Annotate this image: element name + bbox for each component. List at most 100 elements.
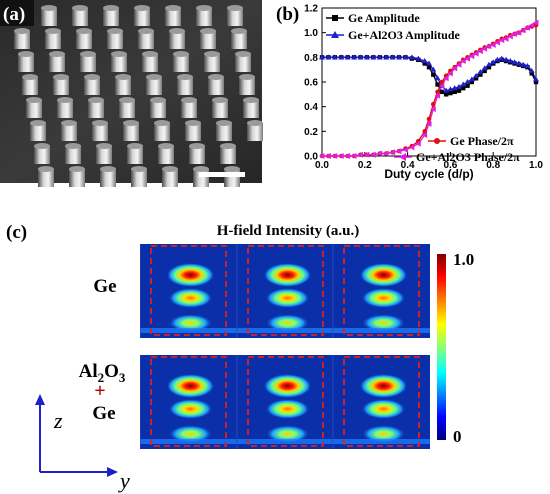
data-point bbox=[481, 45, 488, 52]
nanopillar-top bbox=[208, 74, 224, 80]
nanopillar-top bbox=[72, 5, 88, 11]
nanopillar-top bbox=[173, 51, 189, 57]
data-point bbox=[478, 72, 483, 77]
data-point bbox=[460, 58, 466, 65]
data-point bbox=[460, 81, 467, 87]
data-point bbox=[473, 72, 480, 78]
nanopillar-top bbox=[18, 51, 34, 57]
data-point bbox=[438, 82, 445, 89]
pillar-outline bbox=[150, 245, 227, 336]
x-tick-label: 0.0 bbox=[315, 160, 329, 171]
data-point bbox=[461, 85, 466, 91]
nanopillar bbox=[115, 77, 131, 95]
data-point bbox=[421, 132, 428, 139]
nanopillar bbox=[158, 146, 174, 164]
data-point bbox=[455, 83, 462, 89]
nanopillar-top bbox=[239, 74, 255, 80]
data-point bbox=[533, 79, 539, 85]
data-point bbox=[498, 55, 505, 61]
y-tick-label: 0.4 bbox=[304, 102, 318, 113]
data-point bbox=[331, 153, 338, 159]
scale-bar bbox=[199, 172, 245, 177]
pillar-outline bbox=[247, 356, 324, 447]
nanopillar-top bbox=[193, 166, 209, 172]
nanopillar bbox=[181, 100, 197, 118]
data-point bbox=[435, 89, 440, 95]
data-point bbox=[344, 54, 351, 60]
data-point bbox=[426, 65, 432, 70]
data-point bbox=[507, 58, 514, 64]
nanopillar-top bbox=[34, 143, 50, 149]
data-point bbox=[485, 43, 492, 50]
data-point bbox=[435, 82, 440, 87]
nanopillar bbox=[123, 123, 139, 141]
nanopillar bbox=[189, 146, 205, 164]
nanopillar-array bbox=[10, 5, 263, 187]
data-point bbox=[511, 59, 518, 65]
nanopillar-top bbox=[111, 51, 127, 57]
nanopillar bbox=[216, 123, 232, 141]
panel-c-label: (c) bbox=[6, 222, 27, 243]
data-point bbox=[408, 54, 415, 60]
nanopillar-top bbox=[84, 74, 100, 80]
data-point bbox=[524, 24, 530, 31]
nanopillar-top bbox=[169, 28, 185, 34]
nanopillar bbox=[196, 8, 212, 26]
hotspot-top bbox=[263, 263, 312, 287]
legend-ge-al2o3-amplitude: Ge+Al2O3 Amplitude bbox=[348, 28, 461, 42]
colorbar-max-label: 1.0 bbox=[453, 250, 474, 269]
nanopillar bbox=[107, 31, 123, 49]
nanopillar-top bbox=[80, 51, 96, 57]
nanopillar-top bbox=[181, 97, 197, 103]
data-point bbox=[498, 37, 505, 44]
nanopillar bbox=[162, 169, 178, 187]
nanopillar bbox=[49, 54, 65, 72]
hotspot-bottom bbox=[265, 425, 310, 443]
data-point bbox=[422, 129, 428, 134]
nanopillar-top bbox=[177, 74, 193, 80]
nanopillar bbox=[14, 31, 30, 49]
nanopillar bbox=[212, 100, 228, 118]
data-point bbox=[396, 148, 402, 155]
nanopillar-top bbox=[235, 51, 251, 57]
nanopillar bbox=[177, 77, 193, 95]
pillar-outline bbox=[343, 245, 420, 336]
nanopillar bbox=[38, 169, 54, 187]
x-tick-label: 0.2 bbox=[358, 160, 372, 171]
nanopillar bbox=[220, 146, 236, 164]
data-point bbox=[338, 153, 344, 159]
substrate-glow bbox=[333, 439, 430, 444]
nanopillar-top bbox=[247, 120, 263, 126]
data-point bbox=[503, 56, 510, 62]
nanopillar-top bbox=[38, 166, 54, 172]
data-point bbox=[507, 33, 513, 40]
data-point bbox=[383, 150, 389, 157]
data-point bbox=[481, 65, 488, 71]
y-tick-label: 1.0 bbox=[304, 28, 318, 39]
chart-b: 0.0 0.2 0.4 0.6 0.8 1.00.00.20.40.60.81.01.2 … bbox=[304, 4, 543, 182]
nanopillar-top bbox=[243, 97, 259, 103]
nanopillar bbox=[231, 31, 247, 49]
data-point bbox=[415, 140, 421, 147]
data-point bbox=[511, 30, 518, 37]
data-point bbox=[434, 75, 441, 81]
y-tick-label: 0.6 bbox=[304, 78, 318, 89]
nanopillar-top bbox=[14, 28, 30, 34]
data-point bbox=[520, 27, 526, 34]
data-point bbox=[325, 54, 332, 60]
nanopillar bbox=[84, 77, 100, 95]
data-point bbox=[515, 60, 522, 66]
nanopillar-top bbox=[212, 97, 228, 103]
data-point bbox=[431, 72, 436, 77]
data-point bbox=[439, 89, 445, 95]
data-point bbox=[452, 89, 457, 95]
nanopillar-top bbox=[227, 5, 243, 11]
data-point bbox=[455, 61, 462, 68]
y-tick-label: 0.2 bbox=[304, 127, 318, 138]
nanopillar-top bbox=[131, 166, 147, 172]
hotspot-top bbox=[166, 374, 215, 398]
nanopillar bbox=[138, 31, 154, 49]
hotspot-top bbox=[359, 374, 408, 398]
data-point bbox=[477, 48, 483, 55]
